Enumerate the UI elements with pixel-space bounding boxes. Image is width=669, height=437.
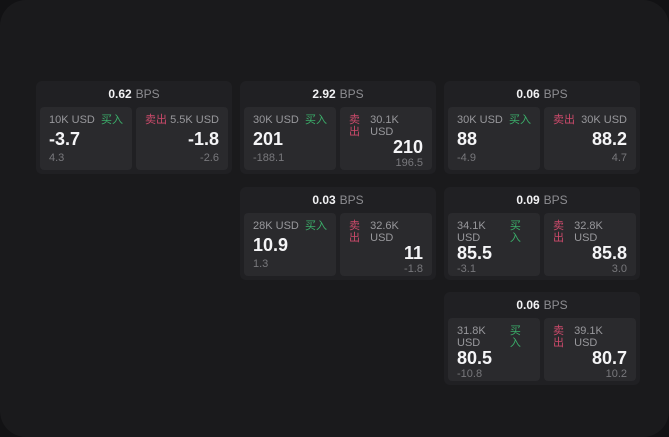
quote-panels: 30K USD 买入 201 -188.1 卖出 30.1K USD 210 1… bbox=[240, 107, 436, 174]
card-header: 0.06 BPS bbox=[444, 292, 640, 318]
sell-amount: 39.1K USD bbox=[574, 325, 603, 349]
quote-panels: 31.8K USD 买入 80.5 -10.8 卖出 39.1K USD 80.… bbox=[444, 318, 640, 385]
buy-delta: -3.1 bbox=[457, 263, 476, 275]
quote-card: 0.06 BPS 30K USD 买入 88 -4.9 卖出 30K USD 8… bbox=[444, 81, 640, 174]
quote-card: 0.09 BPS 34.1K USD 买入 85.5 -3.1 卖出 32.8K… bbox=[444, 187, 640, 280]
sell-amount: 30K USD bbox=[581, 114, 627, 126]
sell-amount: 30.1K USD bbox=[370, 114, 399, 138]
buy-side-label: 买入 bbox=[509, 114, 531, 126]
buy-panel[interactable]: 28K USD 买入 10.9 1.3 bbox=[244, 213, 336, 276]
card-header: 0.62 BPS bbox=[36, 81, 232, 107]
sell-panel[interactable]: 卖出 32.6K USD 11 -1.8 bbox=[340, 213, 432, 276]
sell-panel[interactable]: 卖出 5.5K USD -1.8 -2.6 bbox=[136, 107, 228, 170]
buy-side-label: 买入 bbox=[305, 114, 327, 126]
sell-side-label: 卖出 bbox=[349, 114, 360, 138]
sell-side-label: 卖出 bbox=[145, 114, 167, 126]
sell-delta: 4.7 bbox=[611, 152, 627, 164]
buy-amount: 34.1K USD bbox=[457, 220, 486, 244]
buy-delta: -4.9 bbox=[457, 152, 476, 164]
buy-side-label: 买入 bbox=[509, 220, 521, 244]
sell-panel[interactable]: 卖出 30.1K USD 210 196.5 bbox=[340, 107, 432, 170]
buy-delta: -10.8 bbox=[457, 368, 483, 380]
card-header: 0.09 BPS bbox=[444, 187, 640, 213]
sell-panel[interactable]: 卖出 32.8K USD 85.8 3.0 bbox=[544, 213, 636, 276]
buy-amount: 30K USD bbox=[253, 114, 299, 126]
sell-price: 80.7 bbox=[591, 348, 627, 368]
sell-side-label: 卖出 bbox=[553, 114, 575, 126]
quote-card: 2.92 BPS 30K USD 买入 201 -188.1 卖出 30.1K … bbox=[240, 81, 436, 174]
quote-panels: 10K USD 买入 -3.7 4.3 卖出 5.5K USD -1.8 -2.… bbox=[36, 107, 232, 174]
bps-value: 0.03 bbox=[312, 193, 336, 207]
sell-side-label: 卖出 bbox=[553, 325, 564, 349]
sell-price: 88.2 bbox=[591, 128, 627, 149]
buy-price: 88 bbox=[457, 128, 478, 149]
buy-side-label: 买入 bbox=[101, 114, 123, 126]
bps-unit-label: BPS bbox=[543, 298, 568, 312]
buy-side-label: 买入 bbox=[509, 325, 521, 349]
buy-amount: 30K USD bbox=[457, 114, 503, 126]
buy-amount: 28K USD bbox=[253, 220, 299, 232]
sell-price: 11 bbox=[403, 243, 423, 263]
quote-panels: 30K USD 买入 88 -4.9 卖出 30K USD 88.2 4.7 bbox=[444, 107, 640, 174]
sell-delta: -2.6 bbox=[200, 152, 219, 164]
buy-price: 10.9 bbox=[253, 234, 289, 255]
bps-value: 0.06 bbox=[516, 298, 540, 312]
buy-side-label: 买入 bbox=[305, 220, 327, 232]
bps-unit-label: BPS bbox=[135, 87, 160, 101]
buy-price: 80.5 bbox=[457, 348, 493, 368]
card-header: 2.92 BPS bbox=[240, 81, 436, 107]
card-header: 0.06 BPS bbox=[444, 81, 640, 107]
buy-panel[interactable]: 34.1K USD 买入 85.5 -3.1 bbox=[448, 213, 540, 276]
bps-unit-label: BPS bbox=[339, 193, 364, 207]
sell-side-label: 卖出 bbox=[553, 220, 564, 244]
sell-side-label: 卖出 bbox=[349, 220, 360, 244]
buy-delta: -188.1 bbox=[253, 152, 285, 164]
buy-panel[interactable]: 31.8K USD 买入 80.5 -10.8 bbox=[448, 318, 540, 381]
bps-value: 0.62 bbox=[108, 87, 132, 101]
quote-card: 0.03 BPS 28K USD 买入 10.9 1.3 卖出 32.6K US… bbox=[240, 187, 436, 280]
buy-amount: 10K USD bbox=[49, 114, 95, 126]
buy-panel[interactable]: 30K USD 买入 88 -4.9 bbox=[448, 107, 540, 170]
sell-price: 210 bbox=[392, 137, 423, 157]
bps-value: 0.09 bbox=[516, 193, 540, 207]
quote-panels: 28K USD 买入 10.9 1.3 卖出 32.6K USD 11 -1.8 bbox=[240, 213, 436, 280]
buy-panel[interactable]: 30K USD 买入 201 -188.1 bbox=[244, 107, 336, 170]
sell-panel[interactable]: 卖出 30K USD 88.2 4.7 bbox=[544, 107, 636, 170]
buy-amount: 31.8K USD bbox=[457, 325, 486, 349]
bps-unit-label: BPS bbox=[543, 193, 568, 207]
sell-delta: -1.8 bbox=[404, 263, 423, 275]
bps-value: 2.92 bbox=[312, 87, 336, 101]
buy-price: 201 bbox=[253, 128, 284, 149]
bps-value: 0.06 bbox=[516, 87, 540, 101]
sell-price: 85.8 bbox=[591, 243, 627, 263]
bps-unit-label: BPS bbox=[339, 87, 364, 101]
quote-panels: 34.1K USD 买入 85.5 -3.1 卖出 32.8K USD 85.8… bbox=[444, 213, 640, 280]
sell-amount: 32.6K USD bbox=[370, 220, 399, 244]
sell-price: -1.8 bbox=[187, 128, 219, 149]
buy-panel[interactable]: 10K USD 买入 -3.7 4.3 bbox=[40, 107, 132, 170]
bps-unit-label: BPS bbox=[543, 87, 568, 101]
sell-delta: 196.5 bbox=[395, 157, 423, 169]
card-header: 0.03 BPS bbox=[240, 187, 436, 213]
quote-card: 0.06 BPS 31.8K USD 买入 80.5 -10.8 卖出 39.1… bbox=[444, 292, 640, 385]
buy-delta: 1.3 bbox=[253, 258, 269, 270]
quote-card: 0.62 BPS 10K USD 买入 -3.7 4.3 卖出 5.5K USD… bbox=[36, 81, 232, 174]
sell-delta: 3.0 bbox=[611, 263, 627, 275]
sell-delta: 10.2 bbox=[605, 368, 627, 380]
sell-amount: 32.8K USD bbox=[574, 220, 603, 244]
buy-price: -3.7 bbox=[49, 128, 81, 149]
sell-amount: 5.5K USD bbox=[170, 114, 219, 126]
sell-panel[interactable]: 卖出 39.1K USD 80.7 10.2 bbox=[544, 318, 636, 381]
buy-delta: 4.3 bbox=[49, 152, 65, 164]
buy-price: 85.5 bbox=[457, 243, 493, 263]
